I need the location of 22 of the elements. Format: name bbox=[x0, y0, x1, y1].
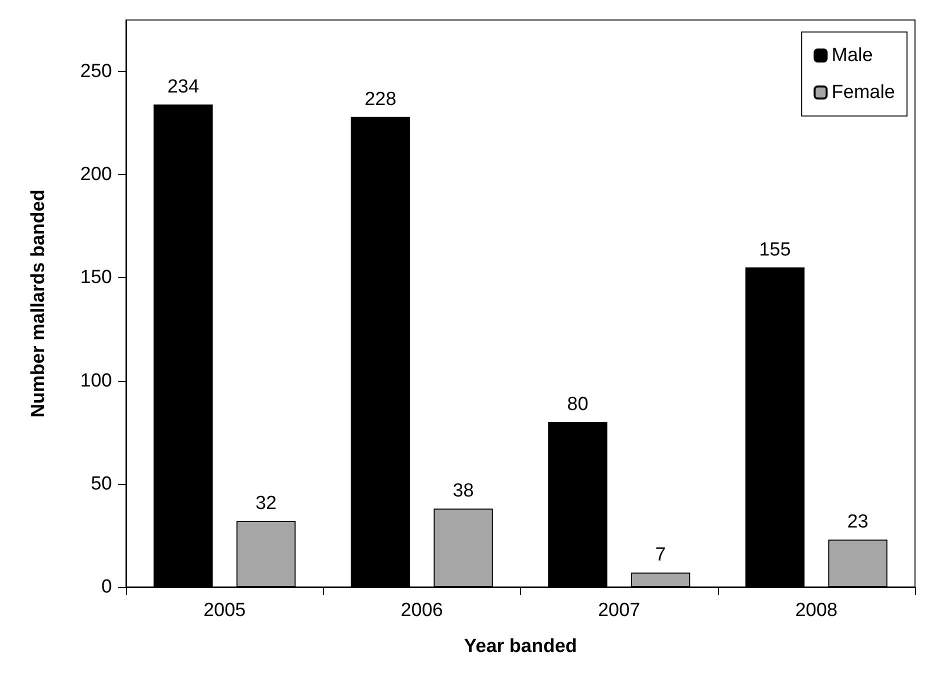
y-tick-label: 150 bbox=[80, 267, 112, 288]
x-tick-label: 2007 bbox=[598, 600, 640, 621]
data-label: 234 bbox=[167, 76, 200, 98]
data-label: 80 bbox=[567, 394, 588, 416]
data-label: 32 bbox=[255, 493, 277, 514]
data-label: 228 bbox=[364, 88, 396, 110]
y-axis-title: Number mallards banded bbox=[28, 189, 49, 418]
x-axis-title: Year banded bbox=[464, 636, 577, 657]
data-label: 38 bbox=[452, 480, 474, 502]
legend-label: Female bbox=[832, 82, 896, 103]
y-tick-label: 100 bbox=[80, 370, 112, 392]
x-tick-label: 2008 bbox=[795, 600, 838, 621]
data-label: 23 bbox=[847, 512, 868, 533]
y-tick-label: 50 bbox=[90, 473, 112, 494]
data-label: 155 bbox=[759, 239, 791, 260]
x-tick-label: 2006 bbox=[400, 600, 444, 621]
legend-label: Male bbox=[832, 45, 873, 66]
x-tick-label: 2005 bbox=[203, 600, 246, 621]
data-label: 7 bbox=[655, 544, 666, 566]
y-tick-label: 250 bbox=[80, 61, 112, 82]
y-tick-label: 200 bbox=[80, 164, 112, 186]
y-tick-label: 0 bbox=[101, 576, 112, 598]
